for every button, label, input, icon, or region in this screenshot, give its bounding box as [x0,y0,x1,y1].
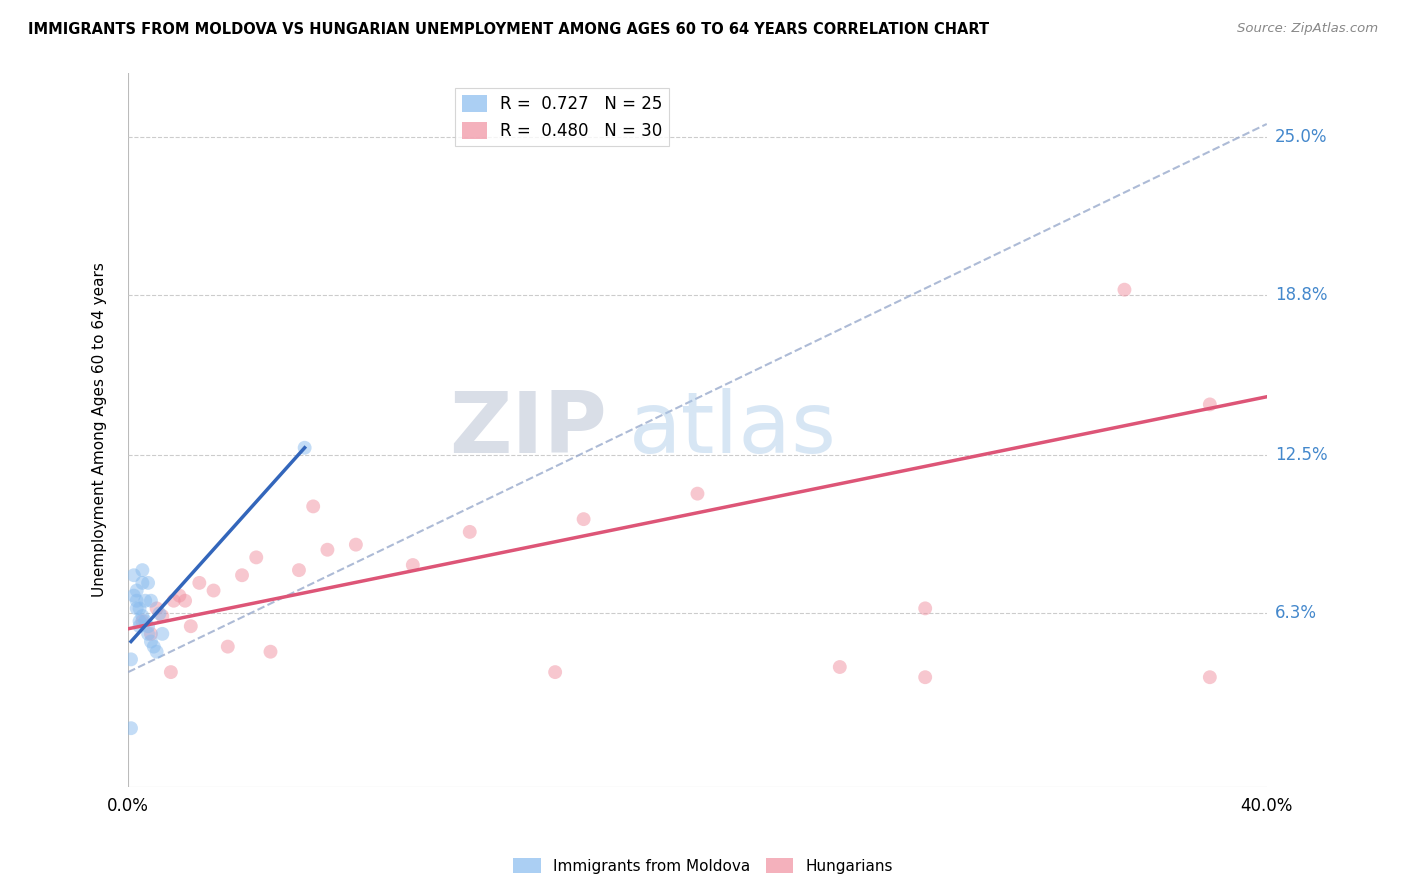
Point [169,589,191,603]
Point [1114,283,1136,297]
Point [245,550,267,565]
Point [686,486,709,500]
Point [572,512,595,526]
Point [120,721,142,735]
Text: 18.8%: 18.8% [1275,285,1327,304]
Point [231,568,253,582]
Point [174,593,197,607]
Point [139,627,162,641]
Y-axis label: Unemployment Among Ages 60 to 64 years: Unemployment Among Ages 60 to 64 years [93,262,107,598]
Point [131,609,153,624]
Point [125,593,148,607]
Point [288,563,311,577]
Point [128,619,150,633]
Point [294,441,316,455]
Point [128,614,150,628]
Point [145,645,167,659]
Point [344,538,367,552]
Text: 25.0%: 25.0% [1275,128,1327,145]
Point [136,627,159,641]
Point [188,575,211,590]
Legend: Immigrants from Moldova, Hungarians: Immigrants from Moldova, Hungarians [508,852,898,880]
Point [134,614,156,628]
Point [259,645,281,659]
Point [1198,397,1220,411]
Point [134,593,156,607]
Point [1198,670,1220,684]
Point [180,619,202,633]
Point [131,563,153,577]
Point [122,589,145,603]
Point [139,593,162,607]
Point [122,568,145,582]
Point [914,601,936,615]
Legend: R =  0.727   N = 25, R =  0.480   N = 30: R = 0.727 N = 25, R = 0.480 N = 30 [456,88,669,146]
Point [120,652,142,666]
Point [131,614,153,628]
Point [142,640,165,654]
Point [458,524,481,539]
Point [150,609,173,624]
Point [136,619,159,633]
Point [217,640,239,654]
Text: Source: ZipAtlas.com: Source: ZipAtlas.com [1237,22,1378,36]
Point [131,575,153,590]
Point [202,583,225,598]
Text: 12.5%: 12.5% [1275,446,1327,465]
Point [914,670,936,684]
Point [302,500,325,514]
Point [316,542,339,557]
Point [828,660,851,674]
Point [145,601,167,615]
Point [128,601,150,615]
Point [139,634,162,648]
Point [148,607,170,621]
Point [544,665,567,679]
Point [125,583,148,598]
Point [160,665,183,679]
Point [136,575,159,590]
Text: IMMIGRANTS FROM MOLDOVA VS HUNGARIAN UNEMPLOYMENT AMONG AGES 60 TO 64 YEARS CORR: IMMIGRANTS FROM MOLDOVA VS HUNGARIAN UNE… [28,22,990,37]
Point [402,558,425,572]
Text: 6.3%: 6.3% [1275,605,1317,623]
Text: ZIP: ZIP [449,388,606,471]
Point [163,593,186,607]
Point [125,601,148,615]
Point [150,627,173,641]
Text: atlas: atlas [628,388,837,471]
